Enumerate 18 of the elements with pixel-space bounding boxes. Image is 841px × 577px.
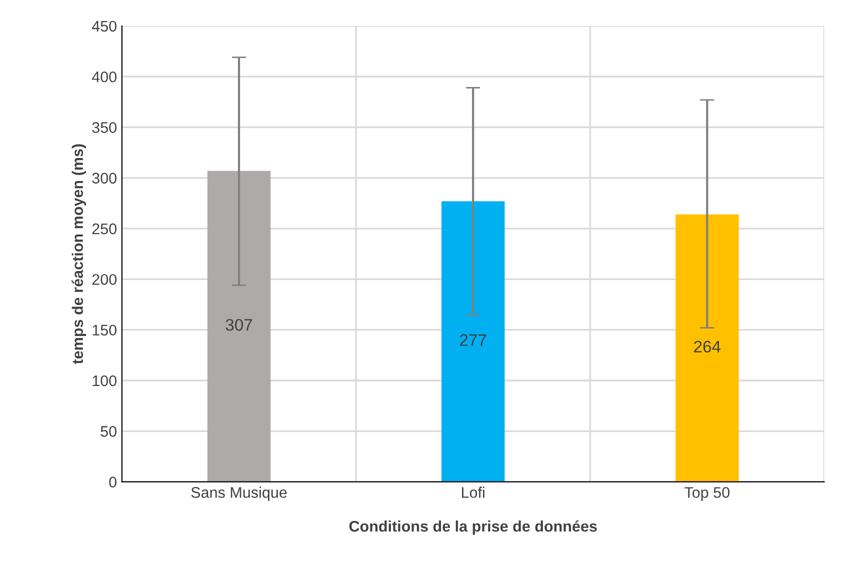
y-tick-label: 50 [100,426,116,437]
x-axis-title: Conditions de la prise de données [349,520,597,535]
x-tick-label: Sans Musique [191,486,287,501]
x-tick-label: Lofi [462,486,484,498]
y-tick-label: 450 [92,20,116,32]
x-tick-label: Top 50 [684,487,730,501]
y-tick-label: 350 [92,122,116,133]
y-tick-label: 400 [92,71,116,82]
y-tick-label: 100 [92,375,116,386]
y-tick-label: 0 [109,476,116,488]
y-tick-label: 250 [92,223,116,234]
y-tick-label: 200 [92,274,116,285]
y-tick-label: 150 [92,324,116,336]
data-label: 307 [226,318,252,331]
y-axis-title: temps de réaction moyen (ms) [72,144,86,364]
data-label: 264 [694,340,721,353]
data-label: 277 [460,334,486,346]
y-tick-label: 300 [92,172,116,184]
